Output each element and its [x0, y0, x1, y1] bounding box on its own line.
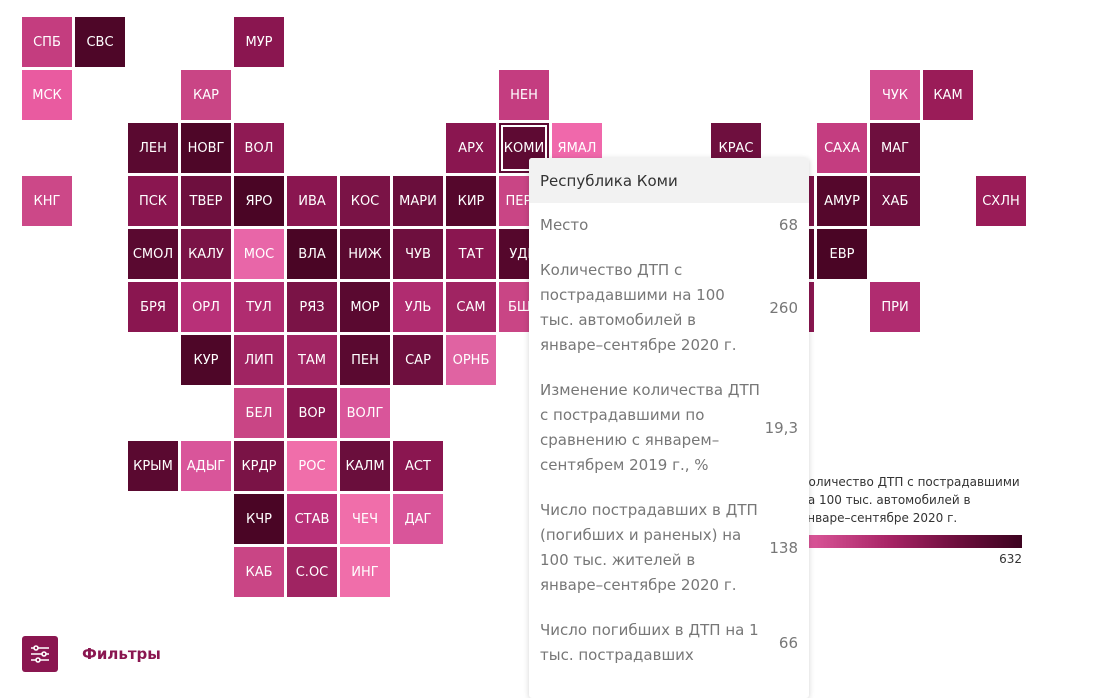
region-tile[interactable]: КОМИ	[499, 123, 549, 173]
region-tile[interactable]: АРХ	[446, 123, 496, 173]
region-tile[interactable]: КАЛУ	[181, 229, 231, 279]
filters-button[interactable]	[22, 636, 58, 672]
region-tile[interactable]: ИНГ	[340, 547, 390, 597]
sliders-icon	[31, 645, 49, 663]
region-tile[interactable]: ВОР	[287, 388, 337, 438]
region-tile[interactable]: ВОЛГ	[340, 388, 390, 438]
region-tile[interactable]: НИЖ	[340, 229, 390, 279]
region-tile[interactable]: МОР	[340, 282, 390, 332]
region-tile[interactable]: ЕВР	[817, 229, 867, 279]
tooltip-row: Место 68	[529, 203, 809, 248]
region-tile[interactable]: ОРНБ	[446, 335, 496, 385]
region-tile[interactable]: НОВГ	[181, 123, 231, 173]
legend-max-value: 632	[999, 552, 1022, 566]
tooltip-title: Республика Коми	[529, 158, 809, 203]
region-tile[interactable]: МАРИ	[393, 176, 443, 226]
region-tile[interactable]: МСК	[22, 70, 72, 120]
region-tile[interactable]: МАГ	[870, 123, 920, 173]
region-tile[interactable]: ТАМ	[287, 335, 337, 385]
region-tile[interactable]: АМУР	[817, 176, 867, 226]
region-tile[interactable]: АДЫГ	[181, 441, 231, 491]
region-tile[interactable]: БРЯ	[128, 282, 178, 332]
region-tile[interactable]: КИР	[446, 176, 496, 226]
region-tile[interactable]: С.ОС	[287, 547, 337, 597]
region-tile[interactable]: САХА	[817, 123, 867, 173]
region-tile[interactable]: ЯРО	[234, 176, 284, 226]
region-tile[interactable]: ЛЕН	[128, 123, 178, 173]
region-tile[interactable]: КЧР	[234, 494, 284, 544]
region-tile[interactable]: СТАВ	[287, 494, 337, 544]
region-tile[interactable]: КАР	[181, 70, 231, 120]
region-tile[interactable]: НЕН	[499, 70, 549, 120]
tooltip-row-label: Число погибших в ДТП на 1 тыс. пострадав…	[540, 621, 759, 664]
region-tile[interactable]: ПРИ	[870, 282, 920, 332]
region-tile[interactable]: МУР	[234, 17, 284, 67]
region-tile[interactable]: КНГ	[22, 176, 72, 226]
color-legend: Количество ДТП с пострадавшими на 100 ты…	[700, 473, 1022, 568]
region-tile[interactable]: БЕЛ	[234, 388, 284, 438]
region-tile[interactable]: ТВЕР	[181, 176, 231, 226]
region-tile[interactable]: ТУЛ	[234, 282, 284, 332]
region-tile[interactable]: АСТ	[393, 441, 443, 491]
region-tile[interactable]: КУР	[181, 335, 231, 385]
region-tile[interactable]: ВЛА	[287, 229, 337, 279]
region-tile[interactable]: МОС	[234, 229, 284, 279]
tooltip-row-label: Количество ДТП с пострадавшими на 100 ты…	[540, 261, 737, 354]
region-tile[interactable]: СПБ	[22, 17, 72, 67]
region-tile[interactable]: ЧУК	[870, 70, 920, 120]
region-tile[interactable]: СМОЛ	[128, 229, 178, 279]
tooltip-row-label: Число пострадавших в ДТП (погибших и ран…	[540, 501, 758, 594]
tooltip-row-value: 68	[778, 216, 798, 234]
region-tile[interactable]: ОРЛ	[181, 282, 231, 332]
tooltip-row-value: 260	[769, 298, 798, 317]
tooltip-row: Количество ДТП с пострадавшими на 100 ты…	[529, 248, 809, 368]
region-tile[interactable]: ВОЛ	[234, 123, 284, 173]
region-tile[interactable]: ИВА	[287, 176, 337, 226]
region-tile[interactable]: РЯЗ	[287, 282, 337, 332]
region-tile[interactable]: КАБ	[234, 547, 284, 597]
region-tile[interactable]: КРЫМ	[128, 441, 178, 491]
region-tile[interactable]: ПЕН	[340, 335, 390, 385]
region-tile[interactable]: КОС	[340, 176, 390, 226]
region-tile[interactable]: САР	[393, 335, 443, 385]
tooltip-row: Изменение количества ДТП с пострадавшими…	[529, 368, 809, 488]
legend-gradient-bar	[800, 535, 1022, 548]
region-tile[interactable]: УЛЬ	[393, 282, 443, 332]
tooltip-row: Число погибших в ДТП на 1 тыс. пострадав…	[529, 608, 809, 678]
tooltip-row: Число пострадавших в ДТП (погибших и ран…	[529, 488, 809, 608]
tooltip-row-label: Место	[540, 216, 589, 234]
region-tile[interactable]: ЧУВ	[393, 229, 443, 279]
region-tile[interactable]: СВС	[75, 17, 125, 67]
legend-title: Количество ДТП с пострадавшими на 100 ты…	[800, 475, 1020, 525]
tooltip-row-value: 66	[778, 633, 798, 652]
region-tile[interactable]: КРДР	[234, 441, 284, 491]
region-tile[interactable]: ЧЕЧ	[340, 494, 390, 544]
region-tile[interactable]: РОС	[287, 441, 337, 491]
region-tile[interactable]: ТАТ	[446, 229, 496, 279]
region-tile[interactable]: ПСК	[128, 176, 178, 226]
filters-label[interactable]: Фильтры	[82, 645, 161, 663]
tooltip-row-value: 19,3	[764, 418, 798, 437]
region-tile[interactable]: ЛИП	[234, 335, 284, 385]
region-tile[interactable]: КАМ	[923, 70, 973, 120]
region-tile[interactable]: ДАГ	[393, 494, 443, 544]
tooltip-row-label: Изменение количества ДТП с пострадавшими…	[540, 381, 760, 474]
region-tile[interactable]: ХАБ	[870, 176, 920, 226]
region-tile[interactable]: САМ	[446, 282, 496, 332]
region-tile[interactable]: СХЛН	[976, 176, 1026, 226]
region-tile[interactable]: КАЛМ	[340, 441, 390, 491]
region-tooltip: Республика Коми Место 68 Количество ДТП с …	[529, 158, 809, 698]
tooltip-row-value: 138	[769, 538, 798, 557]
